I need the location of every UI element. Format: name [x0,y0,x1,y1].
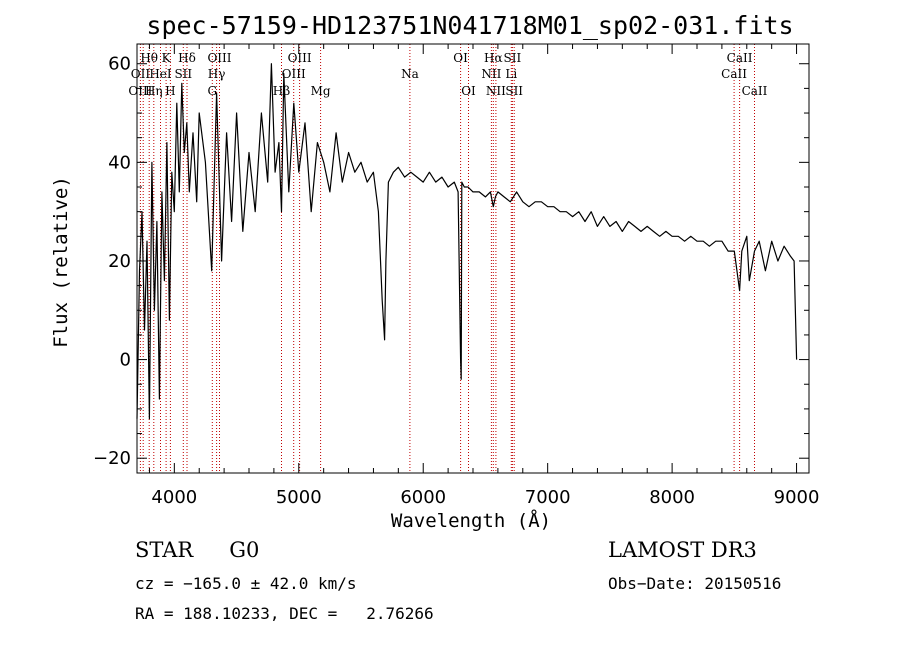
spectrum-series [136,63,798,420]
ra-dec-text: RA = 188.10233, DEC = 2.76266 [135,604,434,623]
line-label: Hδ [178,51,196,65]
line-label: OI [461,84,476,98]
line-label: NII [486,84,506,98]
line-label: OIII [128,84,152,98]
line-label: Li [505,67,517,81]
class-label: STAR [135,538,194,562]
line-labels: Hθ OII OIII K HeI Hη Hδ SII H OIII Hγ G OIII OIII Hβ Mg… [128,51,767,98]
line-label: CaII [721,67,747,81]
x-tick-label: 7000 [525,487,571,508]
x-tick-label: 4000 [151,487,197,508]
line-label: Hα [484,51,503,65]
line-label: Na [401,67,419,81]
spectrum-line [136,63,798,420]
y-tick-label: 60 [108,54,131,75]
line-label: CaII [742,84,768,98]
line-label: Hθ [140,51,158,65]
y-axis-label: Flux (relative) [50,176,72,348]
y-tick-label: 20 [108,251,131,272]
subclass-label: G0 [229,538,260,562]
object-class: STAR G0 [135,538,259,562]
spectrum-chart: spec-57159-HD123751N041718M01_sp02-031.f… [50,11,819,532]
line-label: CaII [727,51,753,65]
line-label: OI [453,51,468,65]
line-label: Hγ [208,67,226,81]
line-label: OIII [288,51,312,65]
x-axis-label: Wavelength (Å) [391,509,551,532]
line-label: K [162,51,172,65]
line-label: NII [481,67,501,81]
x-tick-label: 9000 [774,487,820,508]
line-label: Hβ [273,84,290,98]
line-label: SII [505,84,523,98]
obs-date-text: Obs−Date: 20150516 [608,574,782,593]
x-tick-label: 8000 [649,487,695,508]
line-label: G [208,84,218,98]
line-label: H [165,84,175,98]
chart-title: spec-57159-HD123751N041718M01_sp02-031.f… [146,11,793,40]
line-label: OIII [282,67,306,81]
y-tick-label: 40 [108,152,131,173]
plot-frame [136,43,810,474]
x-tick-label: 6000 [400,487,446,508]
line-label: SII [504,51,522,65]
line-label: OIII [207,51,231,65]
line-label: SII [174,67,192,81]
line-label: HeI [149,67,172,81]
x-tick-label: 5000 [276,487,322,508]
y-tick-label: 0 [120,350,131,371]
line-label: OII [131,67,151,81]
line-label: Hη [145,84,163,98]
line-label: Mg [311,84,331,98]
redshift-text: cz = −165.0 ± 42.0 km/s [135,574,357,593]
line-markers [139,44,755,473]
survey-label: LAMOST DR3 [608,538,757,562]
y-tick-label: −20 [93,448,131,469]
axis-ticks: 4000 5000 6000 7000 8000 9000 −20 0 20 40 60 [93,44,819,508]
